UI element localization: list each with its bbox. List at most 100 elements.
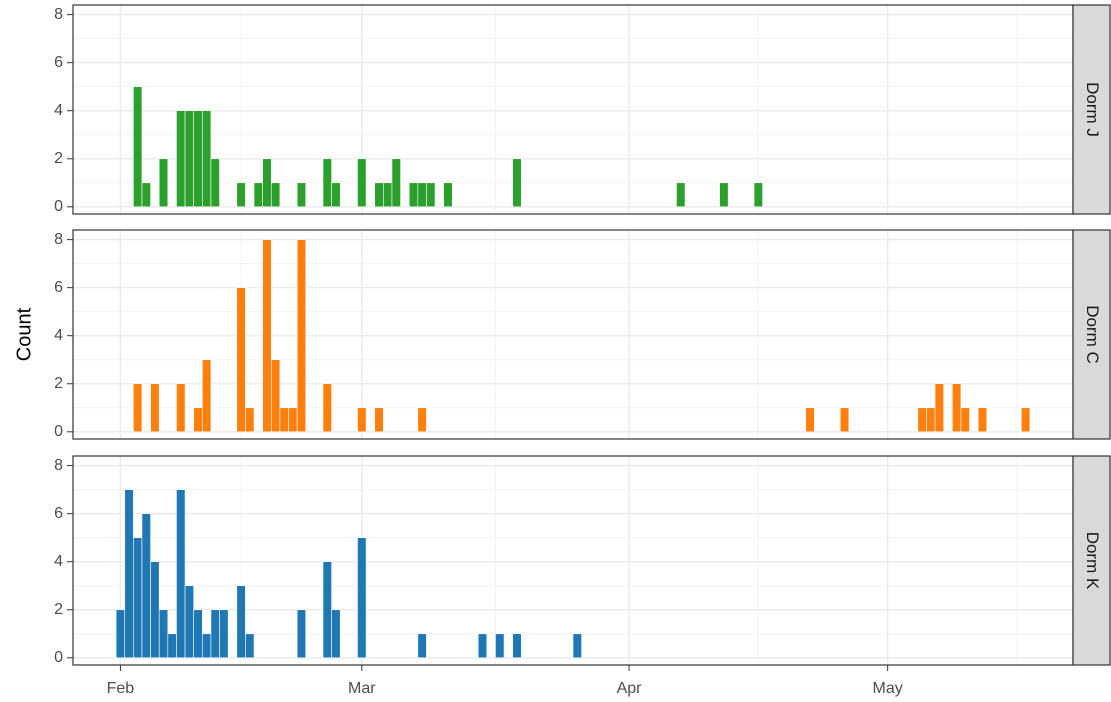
bar [176,489,186,659]
y-tick-label: 6 [54,54,63,71]
bar [839,407,850,433]
y-tick-label: 2 [54,375,63,392]
bar [184,585,194,659]
bar [124,489,134,659]
panel-background [73,5,1073,214]
y-tick-label: 8 [54,6,63,23]
bar [133,383,143,433]
bar [236,585,246,659]
bar [926,407,936,433]
bar [270,359,281,433]
bar [141,513,151,659]
bar [158,158,169,208]
bar [133,537,143,659]
y-axis-label: Count [13,307,35,361]
bar [917,407,927,433]
strip-label: Dorm J [1083,82,1102,137]
bar [236,287,246,433]
y-tick-label: 0 [54,423,63,440]
y-tick-label: 4 [54,553,63,570]
bar [374,182,384,208]
bar [676,182,686,208]
bar [331,609,341,659]
y-tick-label: 6 [54,505,63,522]
bar [270,182,281,208]
bar [176,110,186,208]
bar [193,609,203,659]
x-tick-label: May [873,680,903,697]
bar [245,633,255,659]
bar [1020,407,1031,433]
strip [1072,229,1111,440]
bar [150,561,160,659]
y-tick-label: 6 [54,279,63,296]
bar [184,110,194,208]
y-tick-label: 4 [54,102,63,119]
strip [1072,455,1111,666]
bar [193,407,203,433]
bar [150,383,160,433]
bar [719,182,729,208]
x-tick-label: Mar [348,680,376,697]
x-tick-label: Feb [107,680,135,697]
bar [443,182,453,208]
bar [167,633,177,659]
bar [262,239,272,433]
bar [357,537,367,659]
bar [210,609,220,659]
y-tick-label: 2 [54,601,63,618]
y-tick-label: 0 [54,649,63,666]
bar [805,407,815,433]
bar [245,407,255,433]
x-tick-label: Apr [617,680,643,697]
bar [383,182,393,208]
bar [357,407,367,433]
bar [357,158,367,208]
bar [296,239,307,433]
strip [1072,4,1111,215]
bar [977,407,988,433]
bar [279,407,289,433]
y-tick-label: 2 [54,150,63,167]
bar [210,158,220,208]
bar [512,158,522,208]
bar [262,158,272,208]
y-tick-label: 8 [54,231,63,248]
y-tick-label: 0 [54,198,63,215]
strip-label: Dorm C [1083,305,1102,364]
bar [417,182,427,208]
bar [408,182,419,208]
bar [495,633,505,659]
bar [417,407,427,433]
bar [133,86,143,208]
bar [176,383,186,433]
bar [158,609,169,659]
bar [374,407,384,433]
strip-label: Dorm K [1083,532,1102,590]
bar [934,383,944,433]
bar [288,407,298,433]
bar [952,383,962,433]
bar [141,182,151,208]
bar [202,633,212,659]
bar [417,633,427,659]
bar [477,633,488,659]
bar [960,407,970,433]
bar [193,110,203,208]
bar [572,633,582,659]
bar [331,182,341,208]
bar [391,158,401,208]
bar [115,609,126,659]
y-tick-label: 4 [54,327,63,344]
bar [296,609,307,659]
bar [236,182,246,208]
bar [322,158,332,208]
bar [512,633,522,659]
bar [753,182,763,208]
bar [296,182,307,208]
bar [219,609,229,659]
bar [253,182,263,208]
bar [202,359,212,433]
bar [322,383,332,433]
